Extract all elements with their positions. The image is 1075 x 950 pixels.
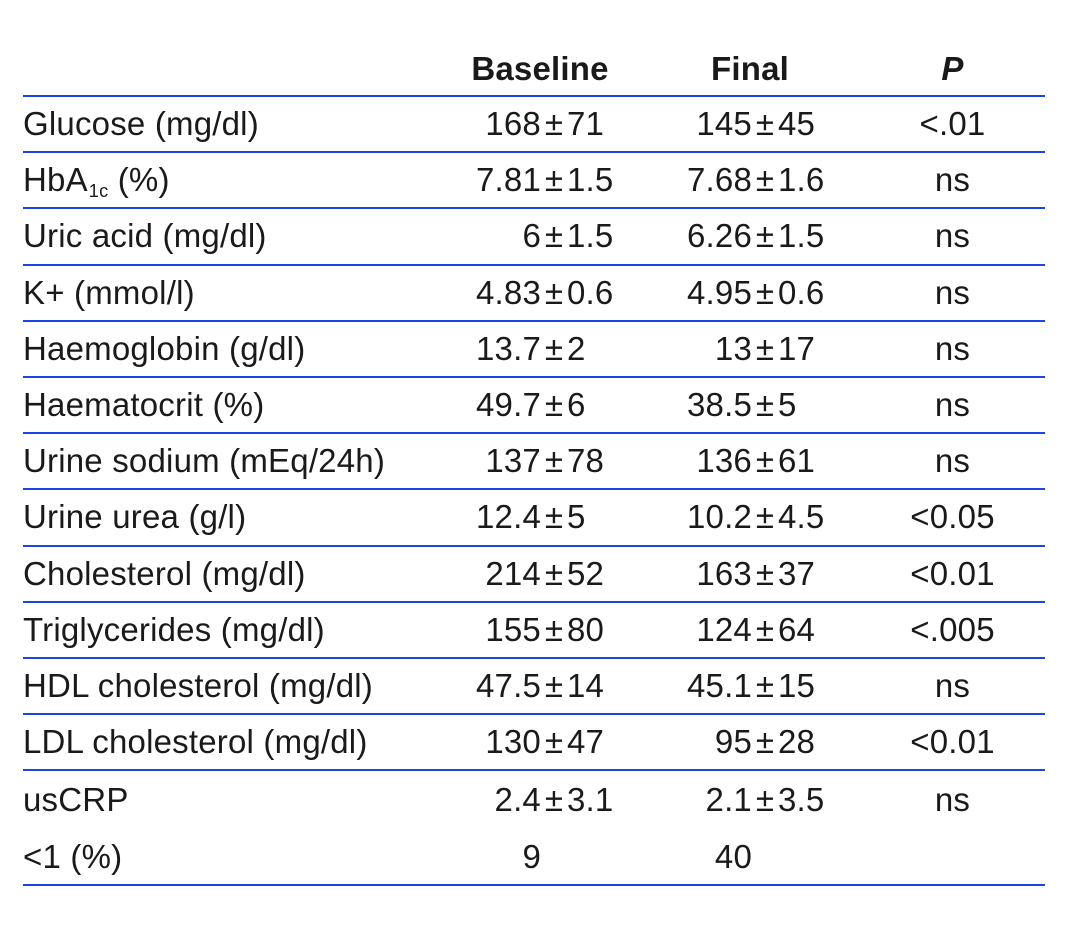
final-value: 4.95 ±0.6 [640,264,860,322]
table-row: Glucose (mg/dl) 168 ±71 145 ±45 <.01 [23,96,1045,154]
row-label: Cholesterol (mg/dl) [23,545,440,603]
table-row: Triglycerides (mg/dl) 155 ±80 124 ±64 <.005 [23,601,1045,659]
table-row: Uric acid (mg/dl) 6 ±1.5 6.26 ±1.5 ns [23,208,1045,266]
baseline-value: 13.7 ±2 [440,320,640,378]
table-row: Cholesterol (mg/dl) 214 ±52 163 ±37 <0.01 [23,545,1045,603]
label-subscript: 1c [88,181,109,202]
row-label: K+ (mmol/l) [23,264,440,322]
final-value: 38.5 ±5 [640,376,860,435]
p-value: <0.01 [860,714,1045,772]
p-value: <0.01 [860,545,1045,603]
p-value: <0.05 [860,489,1045,547]
p-value [860,828,1045,887]
table-row: LDL cholesterol (mg/dl) 130 ±47 95 ±28 <0.01 [23,714,1045,772]
baseline-value: 12.4 ±5 [440,489,640,547]
final-value: 2.1 ±3.5 [705,781,825,819]
baseline-value: 7.81 ±1.5 [440,152,640,210]
baseline-value: 2.4 ±3.1 [494,781,614,819]
header-p: P [860,42,1045,97]
baseline-value: 9 [440,828,640,887]
table-header: Baseline Final P [23,42,1045,97]
header-baseline: Baseline [440,42,640,97]
table-row: Urine sodium (mEq/24h) 137 ±78 136 ±61 ns [23,433,1045,491]
final-value: 145 ±45 [640,96,860,154]
row-label: Glucose (mg/dl) [23,96,440,154]
p-value: <.01 [860,96,1045,154]
baseline-value: 47.5 ±14 [440,657,640,716]
p-value: <.005 [860,601,1045,659]
baseline-value: 130 ±47 [440,714,640,772]
header-row: Baseline Final P [23,42,1045,97]
row-label: Urine sodium (mEq/24h) [23,433,440,491]
table-row: K+ (mmol/l) 4.83 ±0.6 4.95 ±0.6 ns [23,264,1045,322]
row-label: HDL cholesterol (mg/dl) [23,657,440,716]
final-value: 40 [640,828,860,887]
table-row: Haematocrit (%) 49.7 ±6 38.5 ±5 ns [23,376,1045,435]
clinical-lab-table: Baseline Final P Glucose (mg/dl) 168 ±71 14… [23,42,1045,887]
p-value: ns [860,208,1045,266]
table-body: Glucose (mg/dl) 168 ±71 145 ±45 <.01 HbA1c (%)… [23,96,1045,887]
p-value: ns [860,376,1045,435]
baseline-value: 49.7 ±6 [440,376,640,435]
final-value: 95 ±28 [640,714,860,772]
baseline-value: 168 ±71 [440,96,640,154]
p-value: ns [860,433,1045,491]
row-label: Haemoglobin (g/dl) [23,320,440,378]
final-value: 163 ±37 [640,545,860,603]
final-value: 136 ±61 [640,433,860,491]
final-value: 7.68 ±1.6 [640,152,860,210]
table-row: HbA1c (%) 7.81 ±1.5 7.68 ±1.6 ns [23,152,1045,210]
baseline-value: 155 ±80 [440,601,640,659]
p-value: ns [934,781,971,819]
row-label: LDL cholesterol (mg/dl) [23,714,440,772]
header-parameter [23,42,440,97]
row-label: Urine urea (g/l) [23,489,440,547]
baseline-value: 6 ±1.5 [440,208,640,266]
table-row: Haemoglobin (g/dl) 13.7 ±2 13 ±17 ns [23,320,1045,378]
baseline-value: 137 ±78 [440,433,640,491]
header-final: Final [640,42,860,97]
p-value: ns [860,152,1045,210]
table-row: Urine urea (g/l) 12.4 ±5 10.2 ±4.5 <0.05 [23,489,1045,547]
lab-results-table: Baseline Final P Glucose (mg/dl) 168 ±71 14… [23,42,1045,887]
p-value: ns [860,657,1045,716]
row-label: <1 (%) [23,828,440,887]
baseline-value: 214 ±52 [440,545,640,603]
p-value: ns [860,264,1045,322]
table-row: <1 (%) 9 40 [23,828,1045,887]
row-label: Uric acid (mg/dl) [23,208,440,266]
table-row: HDL cholesterol (mg/dl) 47.5 ±14 45.1 ±15 ns [23,657,1045,716]
table-row: usCRP 2.4 ±3.1 2.1 ±3.5 ns [23,770,1045,829]
row-label: usCRP [23,781,129,819]
row-label: HbA1c (%) [23,152,440,210]
final-value: 6.26 ±1.5 [640,208,860,266]
row-label: Triglycerides (mg/dl) [23,601,440,659]
final-value: 10.2 ±4.5 [640,489,860,547]
final-value: 124 ±64 [640,601,860,659]
final-value: 13 ±17 [640,320,860,378]
p-value: ns [860,320,1045,378]
baseline-value: 4.83 ±0.6 [440,264,640,322]
row-label: Haematocrit (%) [23,376,440,435]
final-value: 45.1 ±15 [640,657,860,716]
